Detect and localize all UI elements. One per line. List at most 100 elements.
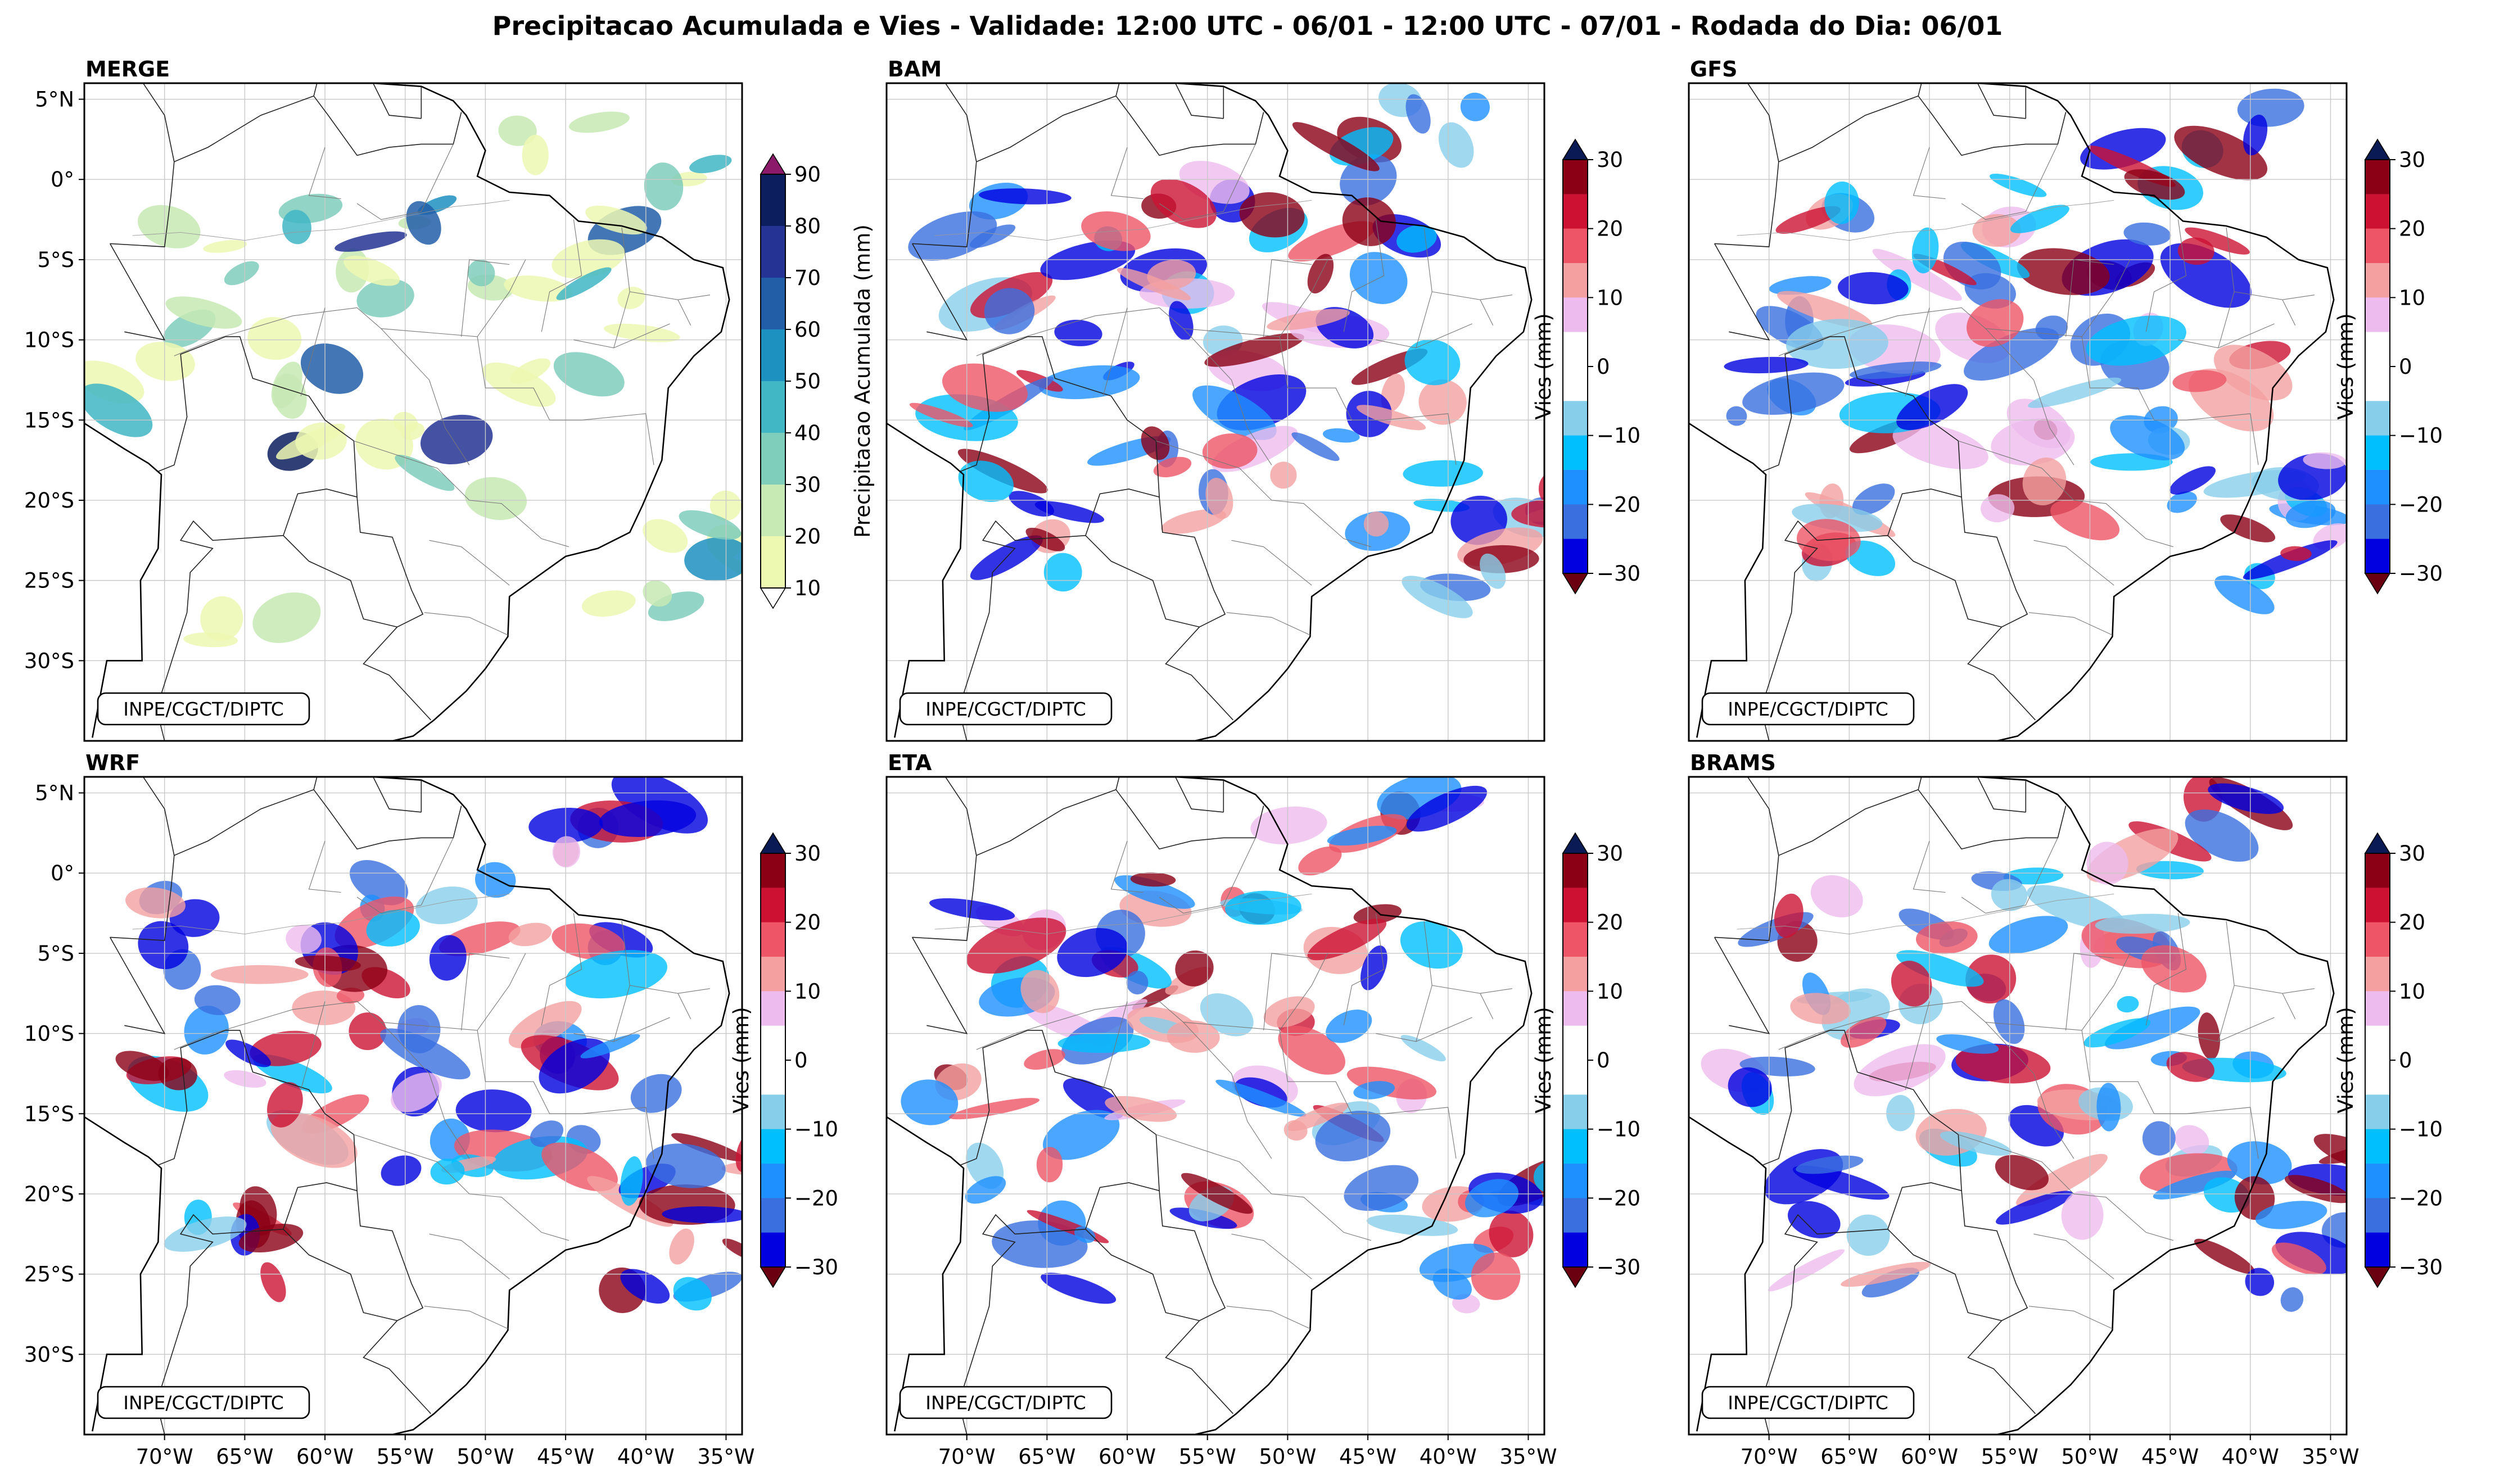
field-blob xyxy=(2185,227,2250,255)
field-blob xyxy=(1400,1035,1446,1062)
field-blob xyxy=(1036,1147,1063,1183)
field-blob xyxy=(1480,553,1506,589)
field-blob xyxy=(1270,462,1297,489)
lat-label: 20°S xyxy=(24,1182,74,1206)
state-border xyxy=(1961,144,2058,220)
field-blob xyxy=(1287,1102,1349,1132)
lat-label: 10°S xyxy=(24,1022,74,1046)
field-blob xyxy=(643,519,688,553)
lon-label: 65°W xyxy=(1018,1445,1075,1469)
field-blob xyxy=(2280,1287,2304,1312)
field-blob xyxy=(1726,406,1747,426)
lat-label: 30°S xyxy=(24,649,74,673)
colorbar-segment xyxy=(1563,228,1588,264)
colorbar-tick-label: 0 xyxy=(2399,1048,2412,1073)
field-blob xyxy=(273,373,307,419)
lon-label: 45°W xyxy=(2141,1445,2199,1469)
colorbar-bias: 30 20 10 0 −10 −20 −30 Vies (mm) xyxy=(1531,832,1640,1288)
field-blob xyxy=(1353,904,1402,925)
colorbar-tick-label: −30 xyxy=(2399,562,2443,586)
field-blob xyxy=(1418,379,1467,425)
colorbar-extend-min xyxy=(1562,1266,1589,1288)
state-border xyxy=(549,413,654,465)
state-border xyxy=(1159,144,1256,220)
field-blob xyxy=(135,342,195,381)
field-blob xyxy=(2234,1176,2275,1220)
colorbar-extend-min xyxy=(760,1266,787,1288)
state-border xyxy=(300,307,326,396)
state-border xyxy=(356,838,454,914)
credit-box: INPE/CGCT/DIPTC xyxy=(899,1386,1113,1419)
field-blob xyxy=(689,155,732,174)
state-border xyxy=(469,500,569,548)
river-line xyxy=(132,893,510,935)
field-blob xyxy=(1786,319,1888,369)
field-blob xyxy=(1790,993,1851,1025)
colorbar-tick-label: 10 xyxy=(2399,286,2425,310)
map-panel-wrf: WRF INPE/CGCT/DIPTC 5°N 0° 5°S 10°S 15°S 20°S 25… xyxy=(24,750,838,1469)
colorbar-segment xyxy=(1563,160,1588,194)
colorbar-tick-label: −30 xyxy=(1597,562,1640,586)
colorbar-bias: 30 20 10 0 −10 −20 −30 Vies (mm) xyxy=(729,832,838,1288)
state-border xyxy=(356,144,454,220)
state-border xyxy=(2145,219,2187,332)
colorbar-segment xyxy=(1563,435,1588,470)
field-blob xyxy=(1181,1173,1253,1214)
field-blob xyxy=(2243,114,2268,156)
lat-label: 5°N xyxy=(35,781,74,806)
field-blob xyxy=(1024,1049,1065,1070)
country-border xyxy=(1174,83,1224,119)
field-blob xyxy=(1972,214,2022,247)
map-frame xyxy=(885,776,1545,1436)
lat-label: 0° xyxy=(51,861,74,885)
colorbar-extend-min xyxy=(1562,573,1589,595)
colorbar-segment xyxy=(2365,367,2390,401)
field-blob xyxy=(1981,494,2015,523)
field-blob xyxy=(1996,1191,2073,1225)
credit-text: INPE/CGCT/DIPTC xyxy=(123,698,284,720)
colorbar-segment xyxy=(2365,853,2390,888)
field-blob xyxy=(1307,919,1387,961)
colorbar-label: Vies (mm) xyxy=(2334,313,2358,420)
colorbar-label: Vies (mm) xyxy=(1531,313,1556,420)
colorbar-segment xyxy=(2365,1198,2390,1233)
field-blob xyxy=(1315,1110,1391,1162)
field-blob xyxy=(1074,1226,1096,1243)
field-blob xyxy=(270,1112,358,1168)
field-blob xyxy=(965,1176,1006,1204)
map-panel-bam: BAM INPE/CGCT/DIPTC 30 20 10 0 −10 −20 −30 Vies (… xyxy=(885,57,1640,742)
field-blob xyxy=(1432,1268,1472,1300)
state-border xyxy=(1226,1306,1310,1329)
field-blob xyxy=(1175,950,1214,987)
river-line xyxy=(1737,200,2114,241)
field-blob xyxy=(1356,405,1426,431)
panel-title: MERGE xyxy=(85,57,170,82)
state-border xyxy=(2282,295,2315,300)
coastline xyxy=(887,83,1533,741)
colorbar-extend-max xyxy=(1562,138,1589,160)
country-border xyxy=(912,243,968,341)
state-border xyxy=(381,328,470,465)
colorbar-segment xyxy=(2365,888,2390,923)
field-blob xyxy=(1344,1165,1419,1211)
field-blob xyxy=(2280,546,2312,561)
colorbar-tick-label: −30 xyxy=(794,1255,838,1279)
field-blob xyxy=(247,317,302,360)
colorbar-bias: 30 20 10 0 −10 −20 −30 Vies (mm) xyxy=(2334,832,2443,1288)
colorbar-segment xyxy=(761,226,785,278)
field-blob xyxy=(2016,1153,2108,1207)
field-blob xyxy=(158,1057,197,1091)
state-border xyxy=(2178,227,2235,349)
field-blob xyxy=(194,985,241,1015)
colorbar-tick-label: 70 xyxy=(794,266,821,290)
field-blob xyxy=(2175,1125,2209,1155)
state-border xyxy=(1416,1017,1472,1042)
state-border xyxy=(461,953,510,1030)
lon-label: 55°W xyxy=(377,1445,434,1469)
field-blob xyxy=(992,1220,1088,1268)
field-blob xyxy=(2169,466,2216,495)
colorbar-segment xyxy=(761,1025,785,1061)
field-blob xyxy=(84,383,153,437)
colorbar-tick-label: −10 xyxy=(2399,1117,2443,1142)
state-border xyxy=(2081,336,2155,420)
